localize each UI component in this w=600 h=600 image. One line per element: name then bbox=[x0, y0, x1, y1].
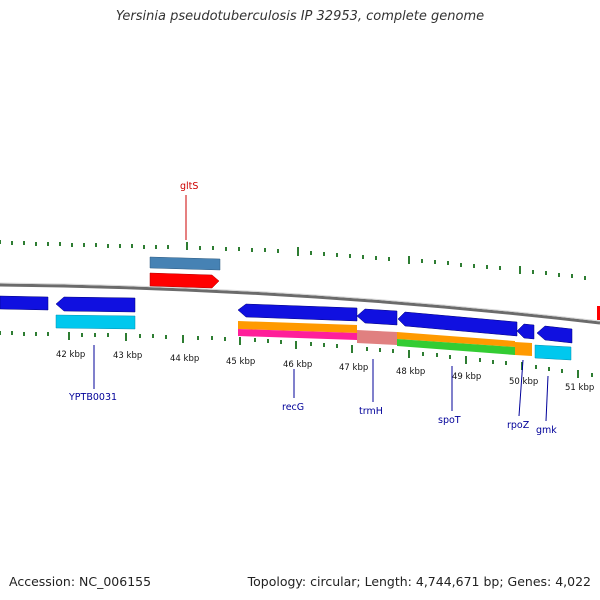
gltS-gene-feature[interactable] bbox=[149, 256, 221, 271]
tick-label-50kbp: 50 kbp bbox=[509, 377, 538, 387]
YPTB0031-gene-feature[interactable] bbox=[55, 314, 136, 330]
rpoZ-leader-line bbox=[518, 359, 524, 417]
tick-label-46kbp: 46 kbp bbox=[283, 360, 312, 370]
rpoZ-cds-feature[interactable] bbox=[516, 323, 535, 340]
upper-ruler bbox=[0, 240, 586, 280]
tick-label-43kbp: 43 kbp bbox=[113, 351, 142, 361]
tick-label-47kbp: 47 kbp bbox=[339, 363, 368, 373]
tick-label-51kbp: 51 kbp bbox=[565, 383, 594, 393]
trmH-cds-feature[interactable] bbox=[356, 308, 398, 326]
recG-cds-feature[interactable] bbox=[237, 303, 358, 322]
spoT-cds-feature[interactable] bbox=[397, 311, 518, 337]
tick-label-48kbp: 48 kbp bbox=[396, 367, 425, 377]
spoT-label[interactable]: spoT bbox=[438, 415, 461, 426]
gmk-gene-feature[interactable] bbox=[534, 344, 572, 361]
genome-summary-text: Topology: circular; Length: 4,744,671 bp… bbox=[247, 574, 591, 589]
tick-label-42kbp: 42 kbp bbox=[56, 350, 85, 360]
recG-label[interactable]: recG bbox=[282, 402, 304, 413]
gltS-label[interactable]: gltS bbox=[180, 181, 198, 192]
spoT-gene-green-feature[interactable] bbox=[397, 339, 515, 355]
tick-label-45kbp: 45 kbp bbox=[226, 357, 255, 367]
trmH-gene-feature[interactable] bbox=[357, 330, 397, 345]
genome-backbone bbox=[0, 283, 600, 325]
recG-gene-magenta-feature[interactable] bbox=[238, 329, 357, 340]
lower-ruler bbox=[0, 331, 593, 378]
genome-title: Yersinia pseudotuberculosis IP 32953, co… bbox=[115, 9, 485, 24]
gmk-cds-feature[interactable] bbox=[536, 325, 573, 344]
gmk-label[interactable]: gmk bbox=[536, 425, 557, 436]
accession-text: Accession: NC_006155 bbox=[9, 574, 152, 589]
gltS-cds-feature[interactable] bbox=[149, 272, 220, 289]
rpoZ-gene-feature[interactable] bbox=[515, 342, 532, 356]
YPTB0031-label[interactable]: YPTB0031 bbox=[68, 392, 117, 403]
spoT-gene-orange-feature[interactable] bbox=[397, 332, 515, 347]
tick-label-44kbp: 44 kbp bbox=[170, 354, 199, 364]
offscreen-rna-feature[interactable] bbox=[597, 306, 600, 320]
rpoZ-label[interactable]: rpoZ bbox=[507, 420, 530, 431]
tick-label-49kbp: 49 kbp bbox=[452, 372, 481, 382]
trmH-label[interactable]: trmH bbox=[359, 406, 383, 417]
gmk-leader-line bbox=[545, 375, 549, 422]
cds-left-edge[interactable] bbox=[0, 295, 49, 311]
YPTB0031-cds-feature[interactable] bbox=[55, 296, 136, 313]
